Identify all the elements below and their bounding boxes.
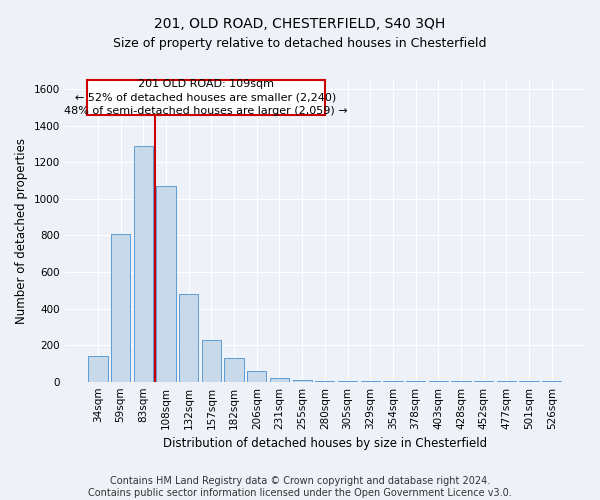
Bar — [157, 186, 176, 382]
Bar — [134, 146, 153, 382]
Bar — [224, 358, 244, 382]
Text: Contains HM Land Registry data © Crown copyright and database right 2024.
Contai: Contains HM Land Registry data © Crown c… — [88, 476, 512, 498]
Y-axis label: Number of detached properties: Number of detached properties — [15, 138, 28, 324]
Text: Size of property relative to detached houses in Chesterfield: Size of property relative to detached ho… — [113, 38, 487, 51]
X-axis label: Distribution of detached houses by size in Chesterfield: Distribution of detached houses by size … — [163, 437, 487, 450]
Bar — [202, 340, 221, 382]
FancyBboxPatch shape — [86, 80, 325, 114]
Text: 201 OLD ROAD: 109sqm
← 52% of detached houses are smaller (2,240)
48% of semi-de: 201 OLD ROAD: 109sqm ← 52% of detached h… — [64, 79, 347, 116]
Bar — [179, 294, 199, 382]
Text: 201, OLD ROAD, CHESTERFIELD, S40 3QH: 201, OLD ROAD, CHESTERFIELD, S40 3QH — [154, 18, 446, 32]
Bar — [293, 380, 312, 382]
Bar — [111, 234, 130, 382]
Bar — [338, 381, 357, 382]
Bar — [88, 356, 107, 382]
Bar — [315, 381, 334, 382]
Bar — [270, 378, 289, 382]
Bar — [247, 370, 266, 382]
